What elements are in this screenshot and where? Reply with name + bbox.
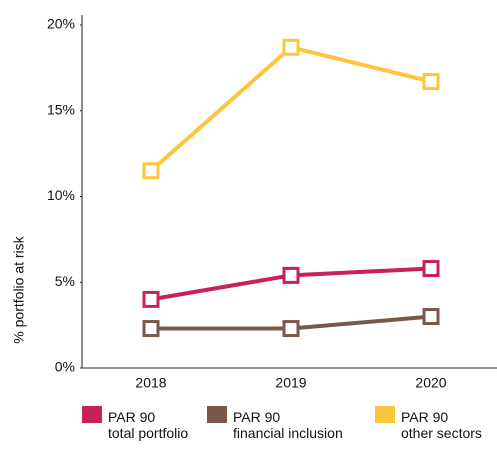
legend-swatch [375,406,395,423]
y-tick-label: 10% [47,187,75,203]
point-marker [142,290,160,308]
y-tick-label: 0% [55,359,75,375]
point-marker [282,266,300,284]
legend-item: PAR 90 other sectors [375,406,482,441]
y-tick-label: 20% [47,16,75,32]
point-marker [142,162,160,180]
legend-swatch [207,406,227,423]
legend-label: PAR 90 other sectors [401,409,482,441]
legend-swatch [82,406,102,423]
x-tick-label: 2019 [275,375,306,391]
point-marker [422,260,440,278]
point-marker [422,308,440,326]
x-tick-label: 2018 [135,375,166,391]
y-axis-label: % portfolio at risk [11,235,27,343]
y-tick-label: 15% [47,101,75,117]
legend-label: PAR 90 total portfolio [108,409,189,441]
chart: % portfolio at risk 0% 5% 10% 15% 20% 2018 201… [11,15,497,391]
x-tick-label: 2020 [415,375,446,391]
series-line [149,45,432,173]
point-marker [422,73,440,91]
point-marker [282,38,300,56]
y-tick-label: 5% [55,273,75,289]
legend-item: PAR 90 total portfolio [82,406,188,441]
legend-label: PAR 90 financial inclusion [233,409,343,441]
legend-item: PAR 90 financial inclusion [207,406,343,441]
point-marker [142,320,160,338]
point-marker [282,320,300,338]
